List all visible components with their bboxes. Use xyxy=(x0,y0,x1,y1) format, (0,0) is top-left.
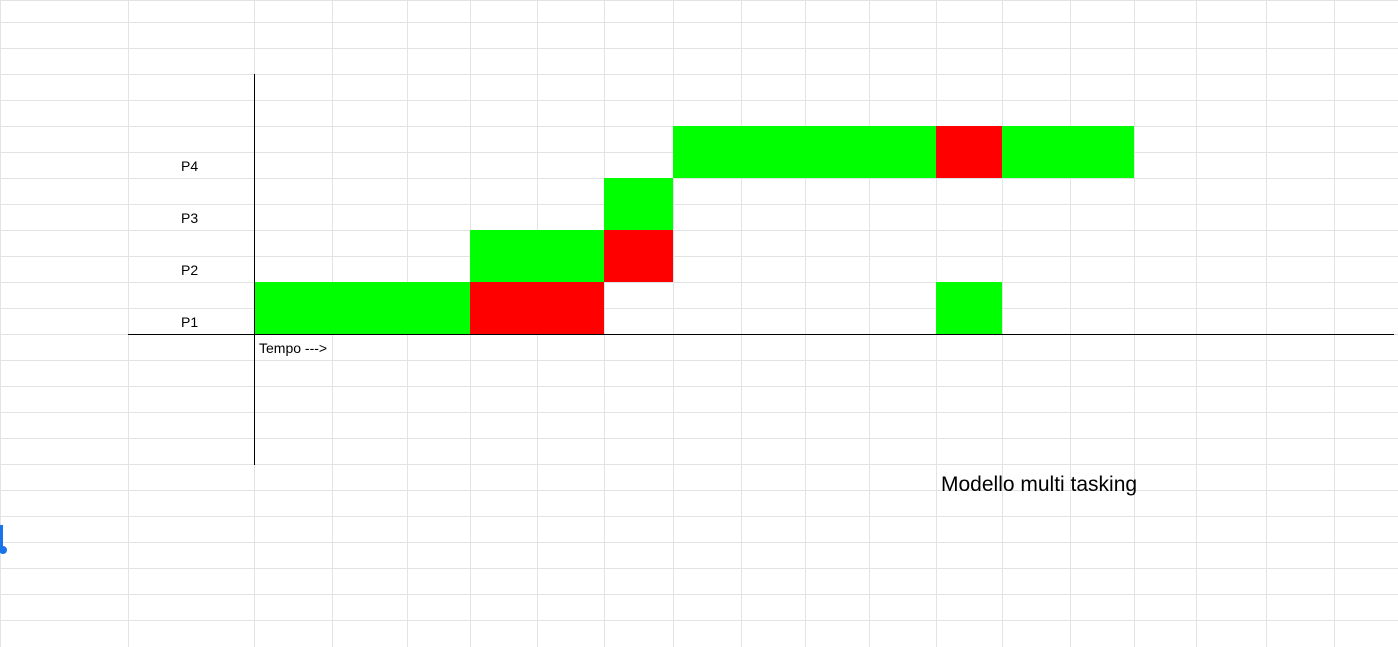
process-label-p3: P3 xyxy=(181,210,198,226)
timeline-cells xyxy=(254,126,1134,334)
timeline-block-p1-red[interactable] xyxy=(470,282,604,334)
process-label-p1: P1 xyxy=(181,314,198,330)
cell-selection-handle[interactable] xyxy=(0,546,7,554)
timeline-block-p4-green[interactable] xyxy=(1002,126,1134,178)
timeline-block-p4-red[interactable] xyxy=(936,126,1002,178)
timeline-block-p1-green[interactable] xyxy=(254,282,470,334)
process-labels: P1 P2 P3 P4 xyxy=(181,158,198,330)
timeline-block-p1-green[interactable] xyxy=(936,282,1002,334)
time-axis-label: Tempo ---> xyxy=(259,340,327,356)
cell-selection-edge[interactable] xyxy=(0,525,3,549)
timeline-block-p2-red[interactable] xyxy=(604,230,673,282)
timeline-block-p4-green[interactable] xyxy=(673,126,936,178)
process-label-p2: P2 xyxy=(181,262,198,278)
chart-title: Modello multi tasking xyxy=(941,473,1137,496)
process-label-p4: P4 xyxy=(181,158,198,174)
timeline-block-p2-green[interactable] xyxy=(470,230,604,282)
timeline-block-p3-green[interactable] xyxy=(604,178,673,230)
